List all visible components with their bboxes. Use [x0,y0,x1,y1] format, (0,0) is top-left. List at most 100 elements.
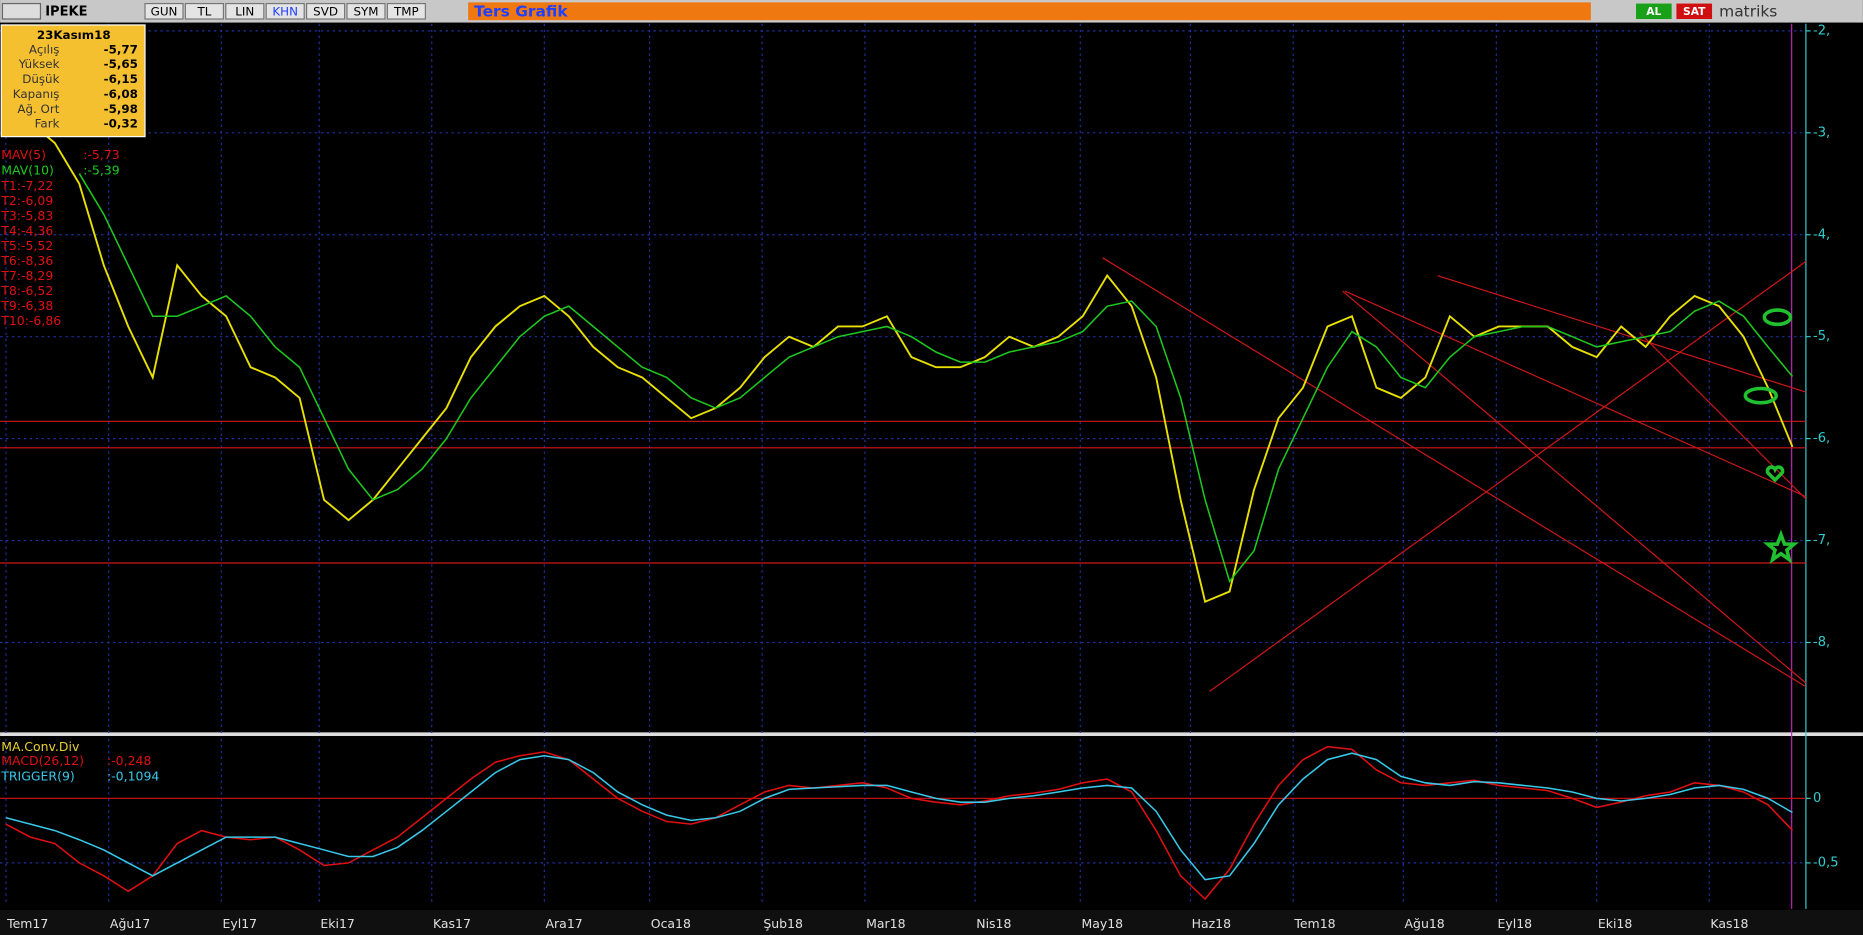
sell-button[interactable] [1676,3,1713,20]
legend-name: TRIGGER(9) [0,768,75,783]
toolbar-button[interactable] [144,2,184,20]
level-label: T10:-6,86 [0,313,61,328]
y-tick-label: -0,5 [1813,855,1838,870]
level-label: T3:-5,83 [0,208,53,223]
legend-name: MAV(10) [1,163,54,178]
toolbar-button-label[interactable]: SVD [313,4,338,18]
y-tick-label: -8, [1813,635,1830,650]
x-tick-label: Kas17 [433,916,471,931]
buttons: GUN TL LIN KHN SVD SYM TMP [144,2,426,20]
toolbar-button-label[interactable]: TL [196,4,211,18]
x-tick-label: Ağu17 [110,916,150,931]
info-value: -5,65 [104,57,138,71]
info-label: Yüksek [18,57,60,71]
toolbar-button[interactable] [305,2,346,20]
legend-name: MACD(26,12) [1,753,84,768]
annotations [1743,308,1799,564]
toolbar-button-label[interactable]: TMP [393,4,419,18]
info-value: -5,98 [104,102,138,116]
info-label: Ağ. Ort [17,102,59,116]
legend-value: :-0,248 [107,753,151,768]
level-label: T5:-5,52 [0,238,53,253]
star-mark [1762,529,1799,564]
y-tick-label: -6, [1813,431,1830,446]
ellipse-mark [1743,386,1778,405]
trend-line [1102,257,1807,688]
y-tick-label: -7, [1813,533,1830,548]
x-tick-label: May18 [1081,916,1123,931]
sell[interactable]: SAT [1683,5,1706,18]
toolbar-button[interactable] [225,2,265,20]
trend-line [1342,290,1807,684]
y-tick-label: -3, [1813,125,1830,140]
info-box [0,24,146,138]
x-tick-label: Eyl17 [222,916,257,931]
series-line [5,745,1794,901]
info-label: Düşük [22,72,59,86]
x-tick-label: Ara17 [546,916,583,931]
toolbar-button[interactable] [265,2,305,20]
toolbar-button-label[interactable]: SYM [353,4,378,18]
info-label: Fark [35,117,60,131]
trend-line [1344,290,1807,498]
trend-lines [1102,257,1807,692]
level-label: T8:-6,52 [0,283,53,298]
x-tick-label: Kas18 [1710,916,1748,931]
legend-value: :-5,73 [83,147,119,162]
pane-title: MA.Conv.Div [1,739,79,754]
legend-name: MAV(5) [1,147,46,162]
x-tick-label: Şub18 [763,916,803,931]
info-value: -6,08 [104,87,138,101]
toolbar-button-label[interactable]: GUN [151,4,178,18]
info-rows: Açılış -5,77 Yüksek -5,65 Düşük -6,15 Kapanış -… [13,42,138,130]
level-label: T2:-6,09 [0,193,53,208]
info-value: -5,77 [104,42,138,56]
info-value: -0,32 [104,117,138,131]
brand: matriks [1719,2,1777,20]
trend-line [1639,332,1807,500]
title-bar [468,2,1591,21]
level-label: T4:-4,36 [0,223,53,238]
x-tick-label: Mar18 [866,916,905,931]
trend-line [1437,275,1807,393]
x-tick-label: Oca18 [651,916,691,931]
symbol[interactable]: IPEKE [45,4,87,19]
y-tick-label: -5, [1813,329,1830,344]
toolbar-button[interactable] [346,2,386,20]
level-label: T6:-8,36 [0,253,53,268]
info-date: 23Kasım18 [37,28,111,42]
x-tick-label: Tem17 [6,916,48,931]
x-tick-label: Eki18 [1598,916,1632,931]
legend-value: :-5,39 [83,163,120,178]
grid: -2, -3, -4, -5, -6, -7, -8, 0 -0,5 [0,23,1839,903]
x-tick-label: Eki17 [320,916,354,931]
x-tick-label: Nis18 [976,916,1011,931]
x-tick-label: Tem18 [1293,916,1335,931]
series-line [78,173,1794,583]
info-label: Açılış [29,42,60,56]
level-label: T1:-7,22 [0,178,53,193]
toolbar-button-label[interactable]: LIN [235,4,254,18]
x-tick-label: Haz18 [1192,916,1231,931]
y-tick-label: -2, [1813,23,1830,38]
x-tick-label: Eyl18 [1498,916,1533,931]
toolbar-button[interactable] [184,2,225,20]
y-tick-label: 0 [1813,791,1821,806]
buy-button[interactable] [1636,3,1672,20]
toolbar-button-label[interactable]: KHN [272,4,298,18]
toolbar-button[interactable] [386,2,426,20]
ellipse-mark [1762,308,1793,327]
level-label: T9:-6,38 [0,298,53,313]
buy[interactable]: AL [1646,5,1661,18]
y-tick-label: -4, [1813,227,1830,242]
chart-mode: Ters Grafik [474,2,568,20]
plot [5,121,1794,901]
menu-icon[interactable] [1,2,42,20]
legend: T1:-7,22T2:-6,09T3:-5,83T4:-4,36T5:-5,52… [0,147,1748,931]
info-value: -6,15 [104,72,138,86]
legend-value: :-0,1094 [107,768,159,783]
x-axis-strip [0,910,1863,935]
